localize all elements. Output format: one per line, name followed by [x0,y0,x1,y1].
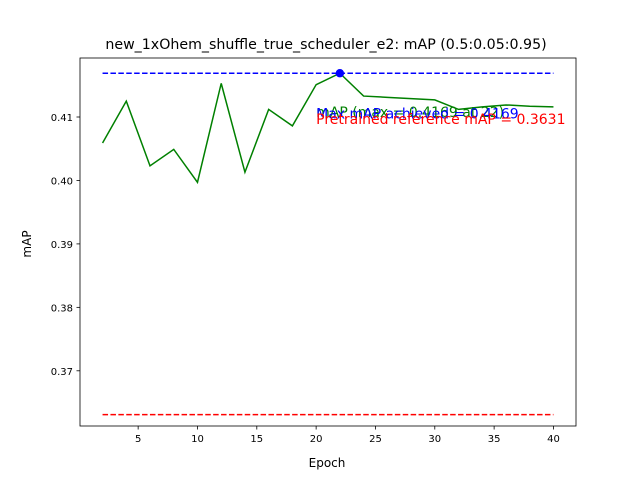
x-tick-label: 40 [547,434,560,445]
series-line-0 [101,72,554,185]
x-tick-label: 5 [135,434,141,445]
annotation-label-0: mAP (max = 0.4169 at 22) [316,105,504,121]
y-tick-label: 0.37 [51,367,73,378]
plot-area [79,57,577,427]
x-tick-label: 25 [369,434,382,445]
axis-ticks: 5 10 15 20 25 30 35 40 0.37 0.38 0.39 0.40 0.41 [51,113,560,445]
y-tick-label: 0.39 [51,240,73,251]
max-point-marker [335,69,345,78]
y-tick-label: 0.41 [51,113,73,124]
annotation-label-1: Max mAP achieved = 0.4169 [316,106,519,122]
x-tick-label: 35 [488,434,501,445]
x-tick-label: 15 [250,434,263,445]
x-axis-label: Epoch [309,456,346,470]
annotation-label-2: Pretrained reference mAP = 0.3631 [316,112,565,128]
x-tick-label: 10 [191,434,204,445]
chart-annotations: mAP (max = 0.4169 at 22)Max mAP achieved… [316,105,565,128]
x-tick-label: 20 [310,434,323,445]
x-tick-label: 30 [428,434,441,445]
y-tick-label: 0.40 [51,176,73,187]
y-axis-label: mAP [20,230,34,257]
chart-title: new_1xOhem_shuffle_true_scheduler_e2: mA… [105,37,546,53]
y-tick-label: 0.38 [51,303,73,314]
axes-frame [79,57,577,427]
